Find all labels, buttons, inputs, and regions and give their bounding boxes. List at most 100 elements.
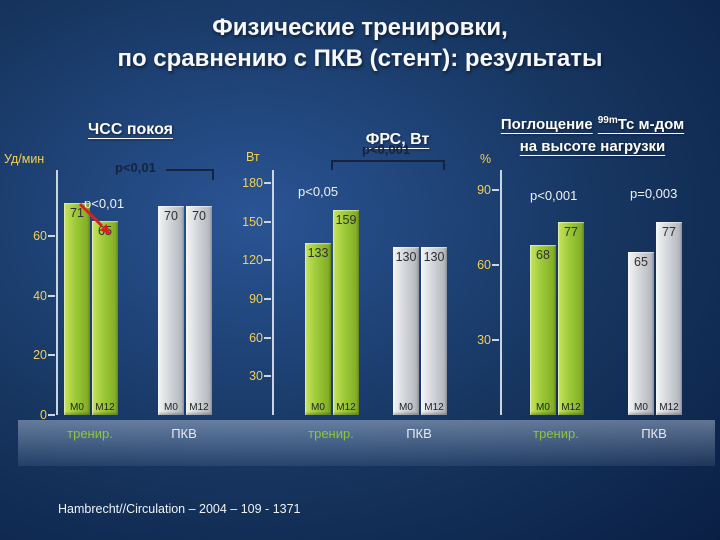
bar-group-training: 133 М0 159 М12	[305, 210, 359, 415]
bar-category-label: М0	[634, 402, 648, 413]
y-axis: 30 60 90	[477, 170, 502, 415]
bar-value: 77	[662, 225, 676, 239]
bar-training-m12: 77 М12	[558, 222, 584, 415]
bar-category-label: М12	[95, 402, 115, 413]
axis-tick	[48, 294, 55, 297]
axis-tick-label: 60	[477, 258, 491, 272]
bar-pci-m12: 70 М12	[186, 206, 212, 415]
axis-tick-label: 30	[477, 333, 491, 347]
significance-bracket-line	[212, 169, 214, 180]
bar-value: 130	[395, 250, 417, 264]
bar-category-label: М12	[424, 402, 444, 413]
category-band	[18, 420, 715, 466]
chart-title: ЧСС покоя	[88, 121, 173, 139]
axis-tick	[492, 339, 499, 341]
slide-title: Физические тренировки, по сравнению с ПК…	[0, 12, 720, 74]
axis-tick-label: 120	[242, 253, 263, 268]
isotope-superscript: 99m	[597, 115, 618, 127]
axis-tick	[264, 375, 271, 378]
bar-pci-m0: 70 М0	[158, 206, 184, 415]
axis-tick	[48, 354, 55, 357]
axis-tick-label: 40	[33, 288, 47, 303]
axis-tick-label: 150	[242, 214, 263, 229]
chart-title-line1: Поглощение 99mТс м-дом	[500, 115, 685, 134]
group-label-training: тренир.	[308, 426, 354, 441]
bar-category-label: М12	[561, 402, 581, 413]
bar-category-label: М0	[164, 402, 178, 413]
bar-value: 77	[564, 225, 578, 239]
significance-bracket-line	[443, 160, 445, 170]
bar-training-m0: 71 М0	[64, 203, 90, 415]
axis-tick-label: 60	[33, 228, 47, 243]
significance-bracket-line	[166, 169, 214, 171]
p-value-annotation: p=0,003	[630, 186, 678, 201]
bar-group-pci: 65 М0 77 М12	[628, 222, 682, 415]
y-axis-unit: %	[480, 152, 492, 166]
bar-pci-m12: 130 М12	[421, 247, 447, 415]
axis-tick	[492, 189, 499, 191]
bar-pci-m0: 65 М0	[628, 252, 654, 415]
p-value-annotation: p<0,001	[362, 142, 411, 157]
bar-training-m12: 65 М12	[92, 221, 118, 415]
bar-value: 65	[634, 255, 648, 269]
axis-tick-label: 90	[477, 183, 491, 197]
group-label-pci: ПКВ	[171, 426, 197, 441]
bar-group-pci: 70 М0 70 М12	[158, 206, 212, 415]
p-value-annotation: p<0,001	[530, 188, 578, 203]
axis-tick-label: 30	[249, 369, 263, 384]
chart-title-line2: на высоте нагрузки	[519, 138, 666, 156]
bar-category-label: М0	[536, 402, 550, 413]
bar-value: 133	[307, 246, 329, 260]
y-axis: 0 20 40 60	[33, 170, 58, 422]
axis-tick	[264, 259, 271, 262]
bar-category-label: М0	[311, 402, 325, 413]
slide-title-line1: Физические тренировки,	[212, 14, 508, 41]
chart-title: ФРС, Вт	[365, 131, 430, 149]
bar-value: 159	[335, 213, 357, 227]
axis-tick	[492, 264, 499, 266]
plot-area: 30 60 90 120 150 180 133 М0 159 М12 130 М0 13…	[240, 170, 465, 415]
chart-panel-resting-hr: ЧСС покоя Уд/мин 0 20 40 60 71 М0 65 М12 70…	[4, 100, 243, 480]
axis-tick	[48, 234, 55, 237]
y-axis-unit: Вт	[246, 150, 260, 164]
axis-tick	[264, 220, 271, 223]
bar-value: 71	[70, 206, 84, 220]
bar-pci-m0: 130 М0	[393, 247, 419, 415]
red-arrow-icon	[78, 202, 111, 235]
axis-tick-label: 180	[242, 175, 263, 190]
bar-category-label: М12	[189, 402, 209, 413]
y-axis-unit: Уд/мин	[4, 152, 45, 166]
axis-tick-label: 0	[40, 408, 47, 422]
bar-group-training: 68 М0 77 М12	[530, 222, 584, 415]
y-axis: 30 60 90 120 150 180	[242, 170, 274, 415]
significance-bracket-line	[331, 160, 333, 170]
bar-training-m12: 159 М12	[333, 210, 359, 415]
group-label-pci: ПКВ	[641, 426, 667, 441]
bar-value: 70	[164, 209, 178, 223]
bar-value: 130	[423, 250, 445, 264]
bar-category-label: М0	[70, 402, 84, 413]
chart-panel-frs: ФРС, Вт Вт 30 60 90 120 150 180 133 М0 159 М1…	[240, 100, 465, 480]
axis-tick	[264, 336, 271, 339]
group-label-pci: ПКВ	[406, 426, 432, 441]
plot-area: 0 20 40 60 71 М0 65 М12 70 М0 70 М12	[18, 170, 243, 422]
p-value-annotation: p<0,01	[84, 196, 125, 211]
bar-group-training: 71 М0 65 М12	[64, 203, 118, 415]
group-label-training: тренир.	[67, 426, 113, 441]
significance-bracket-line	[331, 160, 445, 162]
bar-category-label: М0	[399, 402, 413, 413]
axis-tick	[48, 414, 55, 416]
plot-area: 30 60 90 68 М0 77 М12 65 М0 77 М12	[470, 170, 715, 415]
p-value-annotation: p<0,01	[115, 160, 156, 175]
bar-pci-m12: 77 М12	[656, 222, 682, 415]
bar-training-m0: 68 М0	[530, 245, 556, 415]
group-label-training: тренир.	[533, 426, 579, 441]
bar-group-pci: 130 М0 130 М12	[393, 247, 447, 415]
axis-tick-label: 60	[249, 330, 263, 345]
slide-title-line2: по сравнению с ПКВ (стент): результаты	[117, 45, 603, 73]
bar-value: 70	[192, 209, 206, 223]
axis-tick-label: 90	[249, 291, 263, 306]
axis-tick-label: 20	[33, 348, 47, 363]
citation: Hambrecht//Circulation – 2004 – 109 - 13…	[58, 502, 301, 516]
bar-value: 68	[536, 248, 550, 262]
